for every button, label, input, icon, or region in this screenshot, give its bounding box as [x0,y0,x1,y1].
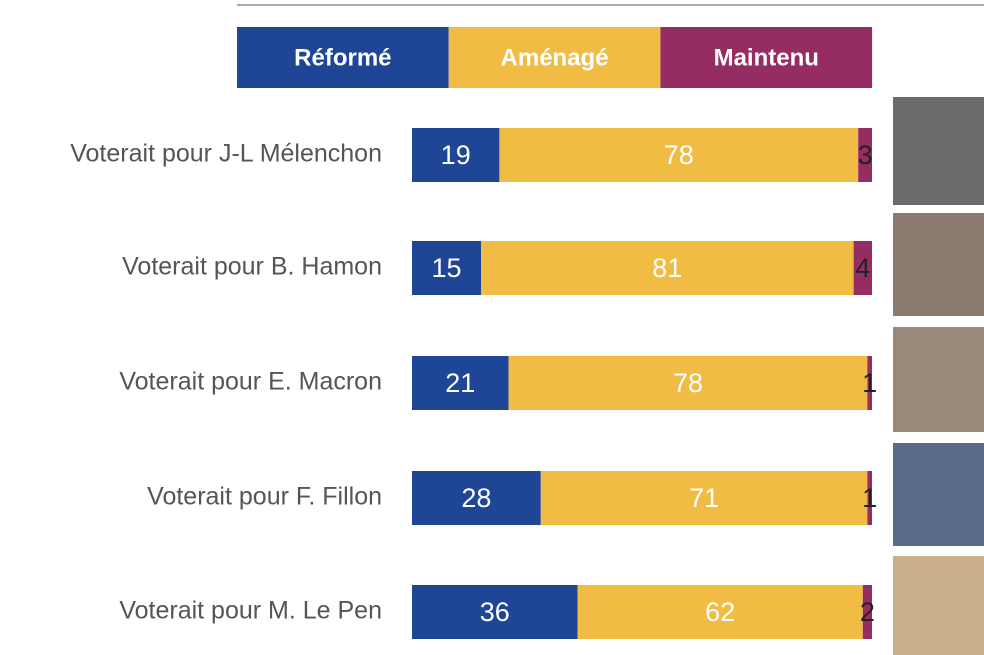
value-label: 4 [855,253,870,283]
value-label: 1 [862,483,877,513]
value-label: 78 [664,140,694,170]
bar-segment [412,241,481,295]
value-label: 62 [705,597,735,627]
bar-segment [499,128,859,182]
bar-segment [540,471,868,525]
bar-segment [577,585,863,639]
legend-swatch [448,27,661,88]
category-label: Voterait pour E. Macron [119,368,382,396]
value-label: 21 [445,368,475,398]
photos [893,97,984,655]
category-label: Voterait pour J-L Mélenchon [70,140,382,168]
value-label: 78 [673,368,703,398]
value-label: 71 [689,483,719,513]
legend-label: Réformé [294,44,391,71]
bar-segment [412,585,578,639]
legend-swatch [660,27,873,88]
bar-segment [867,471,872,525]
bar-segment [412,128,500,182]
value-label: 28 [461,483,491,513]
value-label: 1 [862,368,877,398]
photo [893,213,984,316]
bar-segment [412,471,541,525]
bar-segment [853,241,872,295]
bar-segment [508,356,868,410]
bar-segment [412,356,509,410]
photo [893,443,984,546]
bar-segment [862,585,872,639]
category-label: Voterait pour B. Hamon [122,253,382,281]
photo [893,556,984,655]
legend-label: Maintenu [714,44,819,71]
value-label: 2 [860,597,875,627]
photo [893,327,984,432]
category-label: Voterait pour M. Le Pen [119,597,382,625]
bar-segment [481,241,854,295]
value-label: 3 [858,140,873,170]
bar-segment [858,128,872,182]
legend-label: Aménagé [501,44,609,71]
photo [893,97,984,205]
legend-swatch [237,27,449,88]
value-label: 15 [431,253,461,283]
value-label: 36 [480,597,510,627]
value-label: 81 [652,253,682,283]
bar-segment [867,356,872,410]
value-label: 19 [441,140,471,170]
category-label: Voterait pour F. Fillon [147,483,382,511]
